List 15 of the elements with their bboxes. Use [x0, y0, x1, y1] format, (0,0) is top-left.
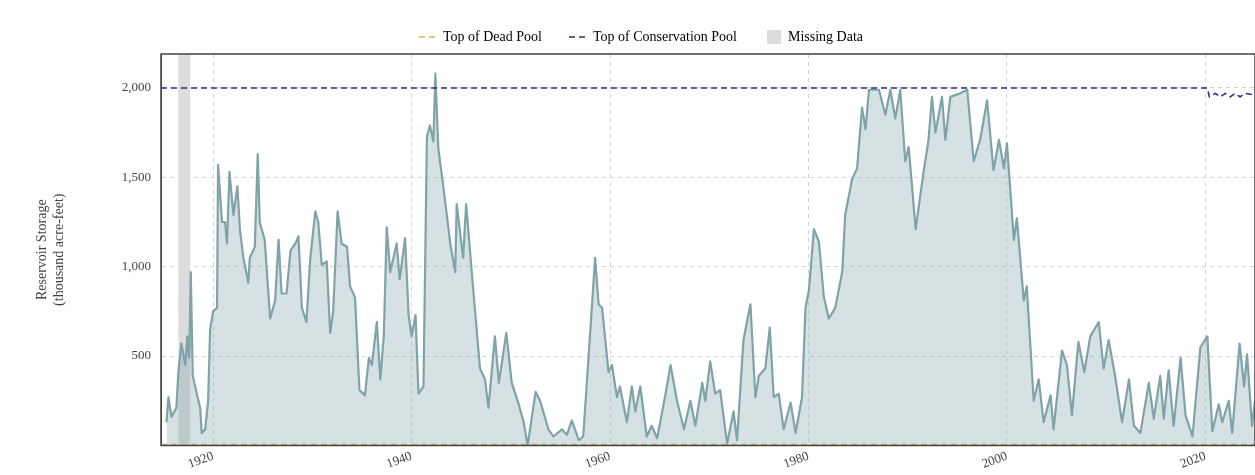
y-tick-label: 2,000 [121, 79, 151, 95]
x-tick-label: 1980 [781, 447, 811, 471]
legend-label: Missing Data [787, 28, 864, 44]
x-tick-label: 1920 [185, 447, 216, 471]
y-tick-label: 1,000 [121, 258, 151, 274]
y-tick-label: 500 [131, 347, 151, 363]
line-series [161, 87, 1255, 98]
y-axis-title: Reservoir Storage (thousand acre-feet) [34, 193, 67, 306]
x-tick-label: 2020 [1178, 447, 1208, 471]
x-tick-label: 2000 [979, 447, 1010, 471]
y-tick-label: 1,500 [121, 168, 151, 184]
legend-label: Top of Dead Pool [442, 28, 543, 44]
legend-label: Top of Conservation Pool [592, 28, 738, 44]
x-tick-label: 1940 [384, 447, 414, 471]
x-tick-label: 1960 [582, 447, 613, 471]
